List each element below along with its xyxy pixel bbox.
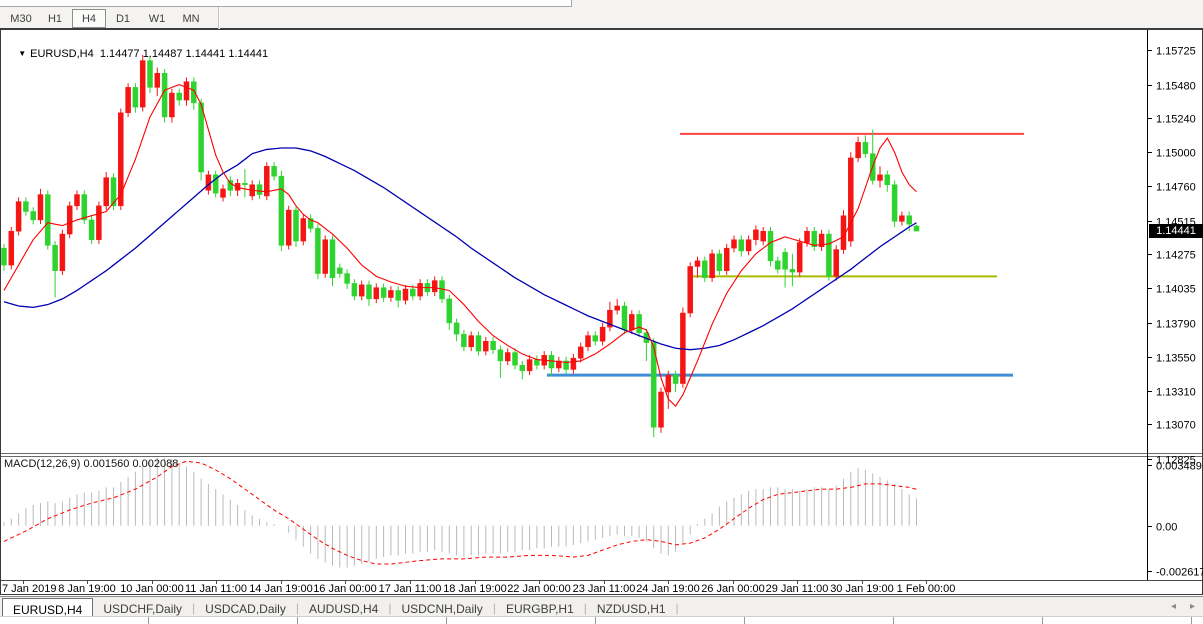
timeframe-button-h1[interactable]: H1	[47, 12, 63, 25]
tab-audusd-h4[interactable]: AUDUSD,H4	[308, 602, 379, 616]
svg-text:29 Jan 11:00: 29 Jan 11:00	[766, 583, 829, 595]
svg-text:1.13790: 1.13790	[1156, 319, 1196, 331]
window-edge-strip	[0, 0, 572, 7]
svg-text:1.15240: 1.15240	[1156, 114, 1196, 126]
svg-text:26 Jan 00:00: 26 Jan 00:00	[701, 583, 765, 595]
symbol-name: EURUSD,H4	[30, 48, 94, 60]
svg-text:23 Jan 11:00: 23 Jan 11:00	[573, 583, 636, 595]
svg-text:10 Jan 00:00: 10 Jan 00:00	[120, 583, 184, 595]
tab-separator: |	[583, 601, 587, 615]
svg-text:1.15000: 1.15000	[1156, 148, 1196, 160]
tabbar-bottom-strip	[0, 616, 1203, 624]
timeframe-toolbar: M30 H1 H4 D1 W1 MN	[0, 0, 1203, 30]
timeframe-button-h4[interactable]: H4	[72, 8, 106, 28]
svg-text:1.14275: 1.14275	[1156, 250, 1196, 262]
ohlc-open: 1.14477	[99, 48, 140, 60]
svg-text:-0.002617: -0.002617	[1156, 567, 1203, 579]
tab-separator: |	[295, 601, 299, 615]
ohlc-high: 1.14487	[142, 48, 183, 60]
timeframe-buttons: M30 H1 H4 D1 W1 MN	[4, 7, 219, 29]
svg-text:1 Feb 00:00: 1 Feb 00:00	[897, 583, 956, 595]
symbol-ohlc-label: ▼ EURUSD,H4 1.14477 1.14487 1.14441 1.144…	[6, 36, 268, 72]
tab-separator: |	[192, 601, 196, 615]
chart-tabs: EURUSD,H4 USDCHF,Daily | USDCAD,Daily | AUDUS…	[2, 598, 679, 618]
tab-eurusd-h4[interactable]: EURUSD,H4	[2, 598, 94, 618]
tab-usdcad-daily[interactable]: USDCAD,Daily	[205, 602, 286, 616]
tab-eurgbp-h1[interactable]: EURGBP,H1	[505, 602, 574, 616]
svg-text:1.13310: 1.13310	[1156, 387, 1196, 399]
macd-signal-value: 0.002088	[132, 458, 179, 470]
svg-text:1.14760: 1.14760	[1156, 182, 1196, 194]
tab-usdchf-daily[interactable]: USDCHF,Daily	[103, 602, 183, 616]
timeframe-button-w1[interactable]: W1	[148, 12, 166, 25]
macd-name: MACD(12,26,9)	[4, 458, 81, 470]
tab-separator: |	[388, 601, 392, 615]
svg-text:1.15480: 1.15480	[1156, 81, 1196, 93]
timeframe-button-m30[interactable]: M30	[10, 12, 32, 25]
macd-main-value: 0.001560	[83, 458, 130, 470]
svg-text:1.13550: 1.13550	[1156, 353, 1196, 365]
svg-text:8 Jan 19:00: 8 Jan 19:00	[58, 583, 116, 595]
svg-text:1.13070: 1.13070	[1156, 420, 1196, 432]
svg-text:24 Jan 19:00: 24 Jan 19:00	[636, 583, 700, 595]
svg-text:0.003489: 0.003489	[1156, 461, 1202, 473]
svg-text:30 Jan 19:00: 30 Jan 19:00	[830, 583, 894, 595]
svg-text:11 Jan 11:00: 11 Jan 11:00	[185, 583, 247, 595]
tab-scroll-right-icon[interactable]: ▸	[1189, 601, 1195, 612]
macd-indicator-label: MACD(12,26,9) 0.001560 0.002088	[4, 458, 178, 470]
ohlc-low: 1.14441	[185, 48, 226, 60]
timeframe-button-mn[interactable]: MN	[182, 12, 200, 25]
svg-text:1.15725: 1.15725	[1156, 46, 1196, 58]
svg-text:1.14035: 1.14035	[1156, 284, 1196, 296]
tab-scroll-left-icon[interactable]: ◂	[1170, 601, 1176, 612]
timeframe-button-d1[interactable]: D1	[115, 12, 131, 25]
current-price-badge: 1.14441	[1149, 224, 1203, 238]
tab-separator: |	[492, 601, 496, 615]
chevron-down-icon: ▼	[18, 49, 27, 58]
svg-text:18 Jan 19:00: 18 Jan 19:00	[443, 583, 507, 595]
svg-text:17 Jan 11:00: 17 Jan 11:00	[379, 583, 442, 595]
toolbar-divider	[218, 7, 219, 29]
svg-text:1.12825: 1.12825	[1156, 455, 1196, 467]
tab-nzdusd-h1[interactable]: NZDUSD,H1	[596, 602, 666, 616]
ohlc-close: 1.14441	[228, 48, 269, 60]
svg-text:22 Jan 00:00: 22 Jan 00:00	[507, 583, 571, 595]
svg-text:0.00: 0.00	[1156, 522, 1177, 534]
svg-text:14 Jan 19:00: 14 Jan 19:00	[249, 583, 313, 595]
svg-text:16 Jan 00:00: 16 Jan 00:00	[313, 583, 377, 595]
tab-usdcnh-daily[interactable]: USDCNH,Daily	[401, 602, 483, 616]
tab-scroll-arrows: ◂ ▸	[1171, 601, 1195, 612]
tab-separator: |	[675, 601, 679, 615]
svg-text:7 Jan 2019: 7 Jan 2019	[2, 583, 56, 595]
chart-tab-bar: EURUSD,H4 USDCHF,Daily | USDCAD,Daily | AUDUS…	[0, 596, 1203, 624]
